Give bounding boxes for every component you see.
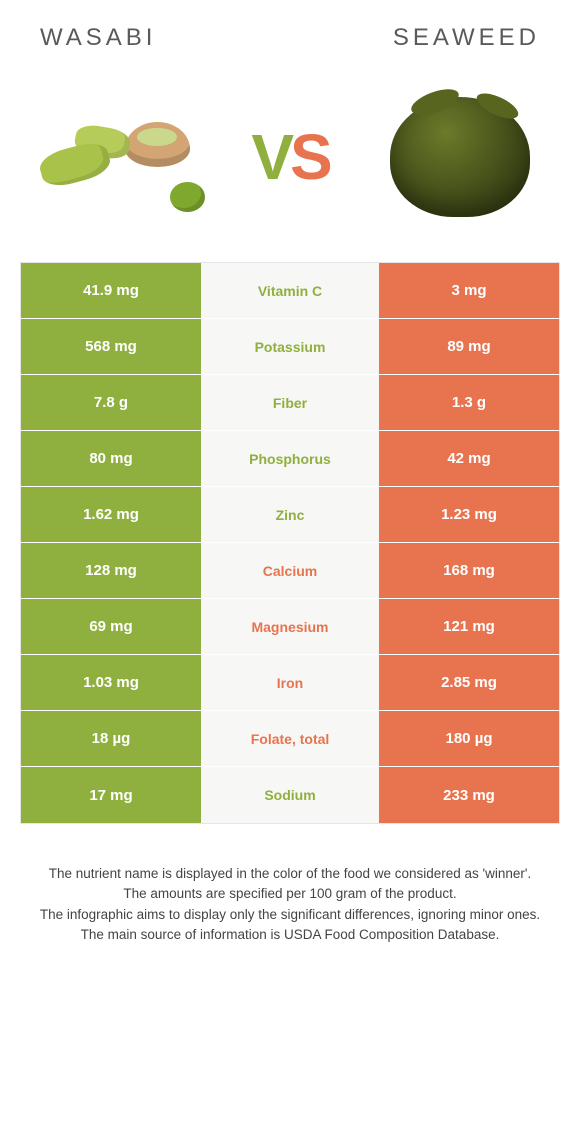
seaweed-image [370, 87, 550, 227]
value-left: 69 mg [21, 599, 201, 654]
table-row: 7.8 gFiber1.3 g [21, 375, 559, 431]
value-right: 1.23 mg [379, 487, 559, 542]
value-right: 180 µg [379, 711, 559, 766]
value-left: 1.03 mg [21, 655, 201, 710]
footer-line: The amounts are specified per 100 gram o… [28, 884, 552, 904]
nutrient-name: Phosphorus [201, 431, 379, 486]
value-left: 568 mg [21, 319, 201, 374]
value-right: 3 mg [379, 263, 559, 318]
nutrient-name: Sodium [201, 767, 379, 823]
value-right: 121 mg [379, 599, 559, 654]
value-right: 89 mg [379, 319, 559, 374]
value-right: 42 mg [379, 431, 559, 486]
nutrient-name: Potassium [201, 319, 379, 374]
value-left: 1.62 mg [21, 487, 201, 542]
value-right: 2.85 mg [379, 655, 559, 710]
food-title-left: Wasabi [40, 24, 156, 52]
footer-line: The infographic aims to display only the… [28, 905, 552, 925]
value-left: 41.9 mg [21, 263, 201, 318]
table-row: 69 mgMagnesium121 mg [21, 599, 559, 655]
footer-line: The main source of information is USDA F… [28, 925, 552, 945]
value-right: 233 mg [379, 767, 559, 823]
nutrient-name: Fiber [201, 375, 379, 430]
table-row: 1.03 mgIron2.85 mg [21, 655, 559, 711]
table-row: 568 mgPotassium89 mg [21, 319, 559, 375]
table-row: 1.62 mgZinc1.23 mg [21, 487, 559, 543]
nutrient-table: 41.9 mgVitamin C3 mg568 mgPotassium89 mg… [20, 262, 560, 824]
header: Wasabi Seaweed [0, 0, 580, 62]
value-left: 7.8 g [21, 375, 201, 430]
value-left: 18 µg [21, 711, 201, 766]
vs-v: V [251, 121, 290, 193]
value-left: 128 mg [21, 543, 201, 598]
nutrient-name: Magnesium [201, 599, 379, 654]
value-left: 80 mg [21, 431, 201, 486]
value-right: 168 mg [379, 543, 559, 598]
table-row: 128 mgCalcium168 mg [21, 543, 559, 599]
vs-s: S [290, 121, 329, 193]
nutrient-name: Folate, total [201, 711, 379, 766]
footer-notes: The nutrient name is displayed in the co… [0, 824, 580, 945]
table-row: 17 mgSodium233 mg [21, 767, 559, 823]
nutrient-name: Calcium [201, 543, 379, 598]
nutrient-name: Iron [201, 655, 379, 710]
wasabi-image [30, 87, 210, 227]
food-title-right: Seaweed [393, 24, 540, 52]
table-row: 41.9 mgVitamin C3 mg [21, 263, 559, 319]
table-row: 80 mgPhosphorus42 mg [21, 431, 559, 487]
table-row: 18 µgFolate, total180 µg [21, 711, 559, 767]
hero-row: VS [0, 62, 580, 262]
nutrient-name: Zinc [201, 487, 379, 542]
seaweed-illustration [375, 87, 545, 227]
nutrient-name: Vitamin C [201, 263, 379, 318]
value-left: 17 mg [21, 767, 201, 823]
vs-label: VS [251, 120, 328, 194]
wasabi-illustration [30, 97, 210, 217]
value-right: 1.3 g [379, 375, 559, 430]
footer-line: The nutrient name is displayed in the co… [28, 864, 552, 884]
